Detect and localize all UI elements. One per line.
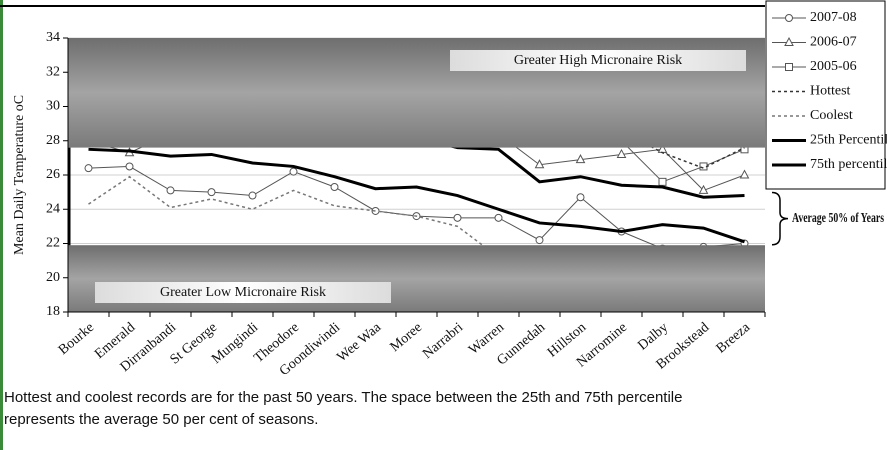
marker xyxy=(784,36,794,46)
bracket-label: Average 50% of Years xyxy=(792,211,884,226)
y-tick-label: 20 xyxy=(46,270,60,285)
marker xyxy=(785,63,793,71)
marker xyxy=(576,193,585,202)
x-tick-label: Bourke xyxy=(56,320,97,358)
marker xyxy=(534,159,545,169)
series-line xyxy=(88,147,745,244)
legend-label: Coolest xyxy=(810,108,853,123)
band-label-box xyxy=(450,50,746,71)
y-tick-label: 26 xyxy=(46,167,60,182)
y-tick-label: 30 xyxy=(46,99,60,114)
marker xyxy=(289,167,298,176)
marker xyxy=(739,169,750,179)
y-tick-label: 32 xyxy=(46,64,60,79)
marker xyxy=(785,14,793,22)
y-tick-label: 22 xyxy=(46,236,60,251)
legend-box xyxy=(765,0,886,190)
marker xyxy=(453,213,462,222)
marker xyxy=(575,154,586,164)
band-label: Greater High Micronaire Risk xyxy=(514,53,682,68)
x-tick-label: Moree xyxy=(388,320,426,355)
y-tick-label: 34 xyxy=(46,30,60,45)
x-tick-label: Mungindi xyxy=(209,320,261,367)
legend-label: 2006-07 xyxy=(810,35,857,50)
x-tick-label: Wee Waa xyxy=(334,320,384,366)
marker xyxy=(658,177,667,186)
series-line xyxy=(88,165,745,250)
marker xyxy=(535,236,544,245)
marker xyxy=(207,188,216,197)
y-axis-label: Mean Daily Temperature oC xyxy=(12,95,27,255)
marker xyxy=(330,182,339,191)
x-tick-label: Breeza xyxy=(714,320,754,357)
marker xyxy=(494,213,503,222)
marker xyxy=(616,148,627,158)
band-label: Greater Low Micronaire Risk xyxy=(160,285,326,300)
page-border xyxy=(0,0,3,450)
caption: represents the average 50 per cent of se… xyxy=(4,411,318,428)
band-label-box xyxy=(95,282,391,303)
legend-label: 2005-06 xyxy=(810,59,857,74)
y-tick-label: 24 xyxy=(46,201,60,216)
y-tick-label: 18 xyxy=(46,304,60,319)
legend-label: Hottest xyxy=(810,84,851,99)
marker xyxy=(84,164,93,173)
marker xyxy=(248,191,257,200)
marker xyxy=(125,162,134,171)
bracket xyxy=(771,191,789,246)
series-line xyxy=(88,175,745,269)
marker xyxy=(166,186,175,195)
marker xyxy=(698,184,709,194)
caption: Hottest and coolest records are for the … xyxy=(4,389,682,406)
legend-label: 75th percentile xyxy=(810,157,887,172)
legend-label: 2007-08 xyxy=(810,10,857,25)
x-tick-label: Narrabri xyxy=(420,320,466,362)
y-tick-label: 28 xyxy=(46,133,60,148)
x-tick-label: Dalby xyxy=(635,320,671,353)
legend-label: 25th Percentile xyxy=(810,133,887,148)
